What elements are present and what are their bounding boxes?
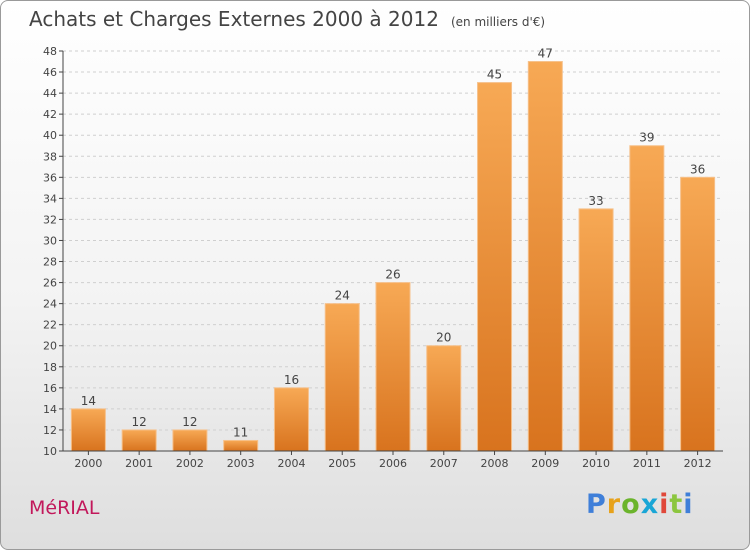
chart-title-text: Achats et Charges Externes 2000 à 2012 [29,7,439,31]
y-tick-label: 34 [43,192,57,205]
bar-value-label: 36 [690,162,705,176]
bar-2006 [375,282,411,452]
x-tick-label: 2008 [481,457,509,470]
x-tick-label: 2007 [430,457,458,470]
bar-2000 [70,408,106,452]
bar-value-label: 26 [385,268,400,282]
x-tick-label: 2001 [125,457,153,470]
y-tick-label: 46 [43,66,57,79]
chart-title: Achats et Charges Externes 2000 à 2012 (e… [29,7,545,31]
x-tick-label: 2004 [277,457,305,470]
y-tick-label: 18 [43,361,57,374]
bar-2008 [477,82,513,452]
bar-value-label: 47 [538,47,553,61]
x-tick-label: 2009 [531,457,559,470]
bar-2005 [324,303,360,452]
bar-2004 [273,387,309,452]
bar-value-label: 12 [132,415,147,429]
bar-2003 [223,439,259,452]
x-tick-label: 2006 [379,457,407,470]
bar-value-label: 24 [335,289,350,303]
bar-value-label: 39 [639,131,654,145]
x-tick-label: 2011 [633,457,661,470]
bar-2009 [527,61,563,452]
y-tick-label: 36 [43,171,57,184]
y-tick-label: 10 [43,445,57,458]
y-tick-label: 42 [43,108,57,121]
y-tick-label: 16 [43,382,57,395]
x-tick-label: 2010 [582,457,610,470]
bar-value-label: 33 [588,194,603,208]
logo-letter-o: o [621,489,641,520]
y-tick-label: 14 [43,403,57,416]
y-tick-label: 26 [43,277,57,290]
bar-value-label: 11 [233,425,248,439]
logo-letter-x: x [640,489,660,520]
bar-value-label: 20 [436,331,451,345]
y-tick-label: 22 [43,319,57,332]
x-tick-label: 2000 [74,457,102,470]
y-tick-label: 12 [43,424,57,437]
bar-value-label: 45 [487,68,502,82]
y-tick-label: 20 [43,340,57,353]
bar-value-label: 12 [182,415,197,429]
x-tick-label: 2002 [176,457,204,470]
commune-name: MéRIAL [29,497,100,519]
y-tick-label: 48 [43,45,57,58]
bar-value-label: 14 [81,394,96,408]
bar-2010 [578,208,614,452]
bar-value-label: 16 [284,373,299,387]
y-tick-label: 44 [43,87,57,100]
x-tick-label: 2005 [328,457,356,470]
logo-letter-r: r [606,489,622,520]
logo-letter-p: P [586,489,607,520]
y-tick-label: 32 [43,213,57,226]
y-tick-label: 40 [43,129,57,142]
x-tick-label: 2012 [684,457,712,470]
logo-letter-i: i [659,489,670,520]
y-tick-label: 28 [43,256,57,269]
proxiti-logo: Proxiti [586,489,694,520]
bar-2002 [172,429,208,452]
logo-letter-t: t [669,489,684,520]
logo-letter-i-2: i [683,489,694,520]
chart-subtitle: (en milliers d'€) [450,15,546,29]
x-tick-label: 2003 [227,457,255,470]
y-tick-label: 30 [43,234,57,247]
y-tick-label: 38 [43,150,57,163]
bar-2011 [629,145,665,452]
bar-2007 [426,345,462,452]
y-tick-label: 24 [43,298,57,311]
bar-2001 [121,429,157,452]
bar-2012 [680,176,716,452]
